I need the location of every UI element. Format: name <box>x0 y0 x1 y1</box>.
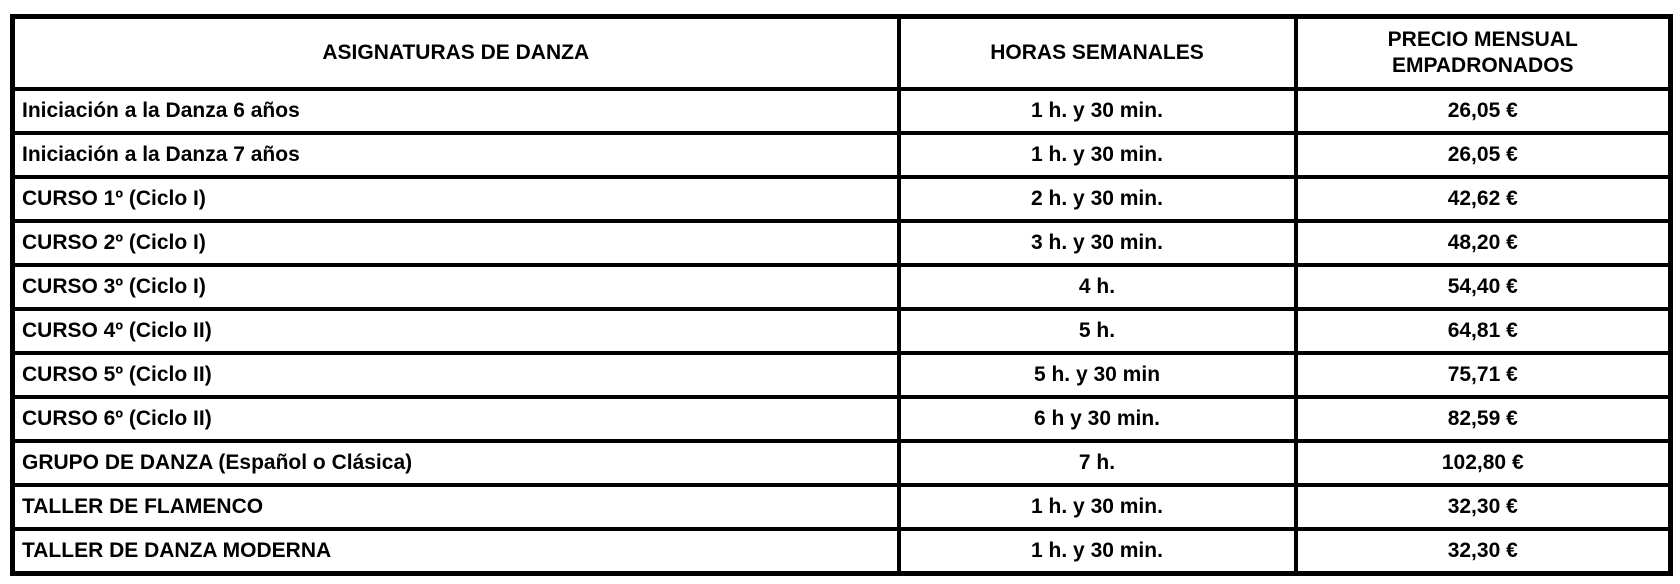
hours-cell: 5 h. <box>896 307 1298 355</box>
table-row: CURSO 4º (Ciclo II) 5 h. 64,81 € <box>10 307 1673 355</box>
table-row: CURSO 3º (Ciclo I) 4 h. 54,40 € <box>10 263 1673 311</box>
subject-cell: TALLER DE FLAMENCO <box>10 483 901 531</box>
subject-cell: GRUPO DE DANZA (Español o Clásica) <box>10 439 901 487</box>
price-cell: 82,59 € <box>1293 395 1673 443</box>
column-header-precio-mensual: PRECIO MENSUAL EMPADRONADOS <box>1293 14 1673 91</box>
table-row: CURSO 1º (Ciclo I) 2 h. y 30 min. 42,62 € <box>10 175 1673 223</box>
table-body: Iniciación a la Danza 6 años 1 h. y 30 mi… <box>10 87 1673 576</box>
subject-cell: CURSO 5º (Ciclo II) <box>10 351 901 399</box>
hours-cell: 7 h. <box>896 439 1298 487</box>
price-cell: 64,81 € <box>1293 307 1673 355</box>
table-row: CURSO 5º (Ciclo II) 5 h. y 30 min 75,71 € <box>10 351 1673 399</box>
subject-cell: Iniciación a la Danza 7 años <box>10 131 901 179</box>
dance-fees-table: ASIGNATURAS DE DANZA HORAS SEMANALES PRE… <box>10 14 1673 576</box>
hours-cell: 6 h y 30 min. <box>896 395 1298 443</box>
table-header-row: ASIGNATURAS DE DANZA HORAS SEMANALES PRE… <box>10 14 1673 91</box>
subject-cell: Iniciación a la Danza 6 años <box>10 87 901 135</box>
table-row: GRUPO DE DANZA (Español o Clásica) 7 h. 10… <box>10 439 1673 487</box>
hours-cell: 1 h. y 30 min. <box>896 87 1298 135</box>
hours-cell: 2 h. y 30 min. <box>896 175 1298 223</box>
price-cell: 42,62 € <box>1293 175 1673 223</box>
table-row: Iniciación a la Danza 7 años 1 h. y 30 mi… <box>10 131 1673 179</box>
subject-cell: CURSO 1º (Ciclo I) <box>10 175 901 223</box>
table-row: TALLER DE FLAMENCO 1 h. y 30 min. 32,30 € <box>10 483 1673 531</box>
subject-cell: TALLER DE DANZA MODERNA <box>10 527 901 576</box>
column-header-horas-semanales: HORAS SEMANALES <box>896 14 1298 91</box>
table-row: CURSO 6º (Ciclo II) 6 h y 30 min. 82,59 € <box>10 395 1673 443</box>
hours-cell: 1 h. y 30 min. <box>896 527 1298 576</box>
column-header-asignaturas: ASIGNATURAS DE DANZA <box>10 14 901 91</box>
hours-cell: 3 h. y 30 min. <box>896 219 1298 267</box>
hours-cell: 1 h. y 30 min. <box>896 131 1298 179</box>
subject-cell: CURSO 4º (Ciclo II) <box>10 307 901 355</box>
price-cell: 48,20 € <box>1293 219 1673 267</box>
table-row: CURSO 2º (Ciclo I) 3 h. y 30 min. 48,20 € <box>10 219 1673 267</box>
hours-cell: 5 h. y 30 min <box>896 351 1298 399</box>
hours-cell: 4 h. <box>896 263 1298 311</box>
price-cell: 26,05 € <box>1293 131 1673 179</box>
table-row: Iniciación a la Danza 6 años 1 h. y 30 mi… <box>10 87 1673 135</box>
subject-cell: CURSO 6º (Ciclo II) <box>10 395 901 443</box>
subject-cell: CURSO 2º (Ciclo I) <box>10 219 901 267</box>
subject-cell: CURSO 3º (Ciclo I) <box>10 263 901 311</box>
price-cell: 102,80 € <box>1293 439 1673 487</box>
hours-cell: 1 h. y 30 min. <box>896 483 1298 531</box>
price-cell: 32,30 € <box>1293 483 1673 531</box>
price-cell: 75,71 € <box>1293 351 1673 399</box>
price-cell: 26,05 € <box>1293 87 1673 135</box>
price-cell: 54,40 € <box>1293 263 1673 311</box>
table-row: TALLER DE DANZA MODERNA 1 h. y 30 min. 32,… <box>10 527 1673 576</box>
price-cell: 32,30 € <box>1293 527 1673 576</box>
